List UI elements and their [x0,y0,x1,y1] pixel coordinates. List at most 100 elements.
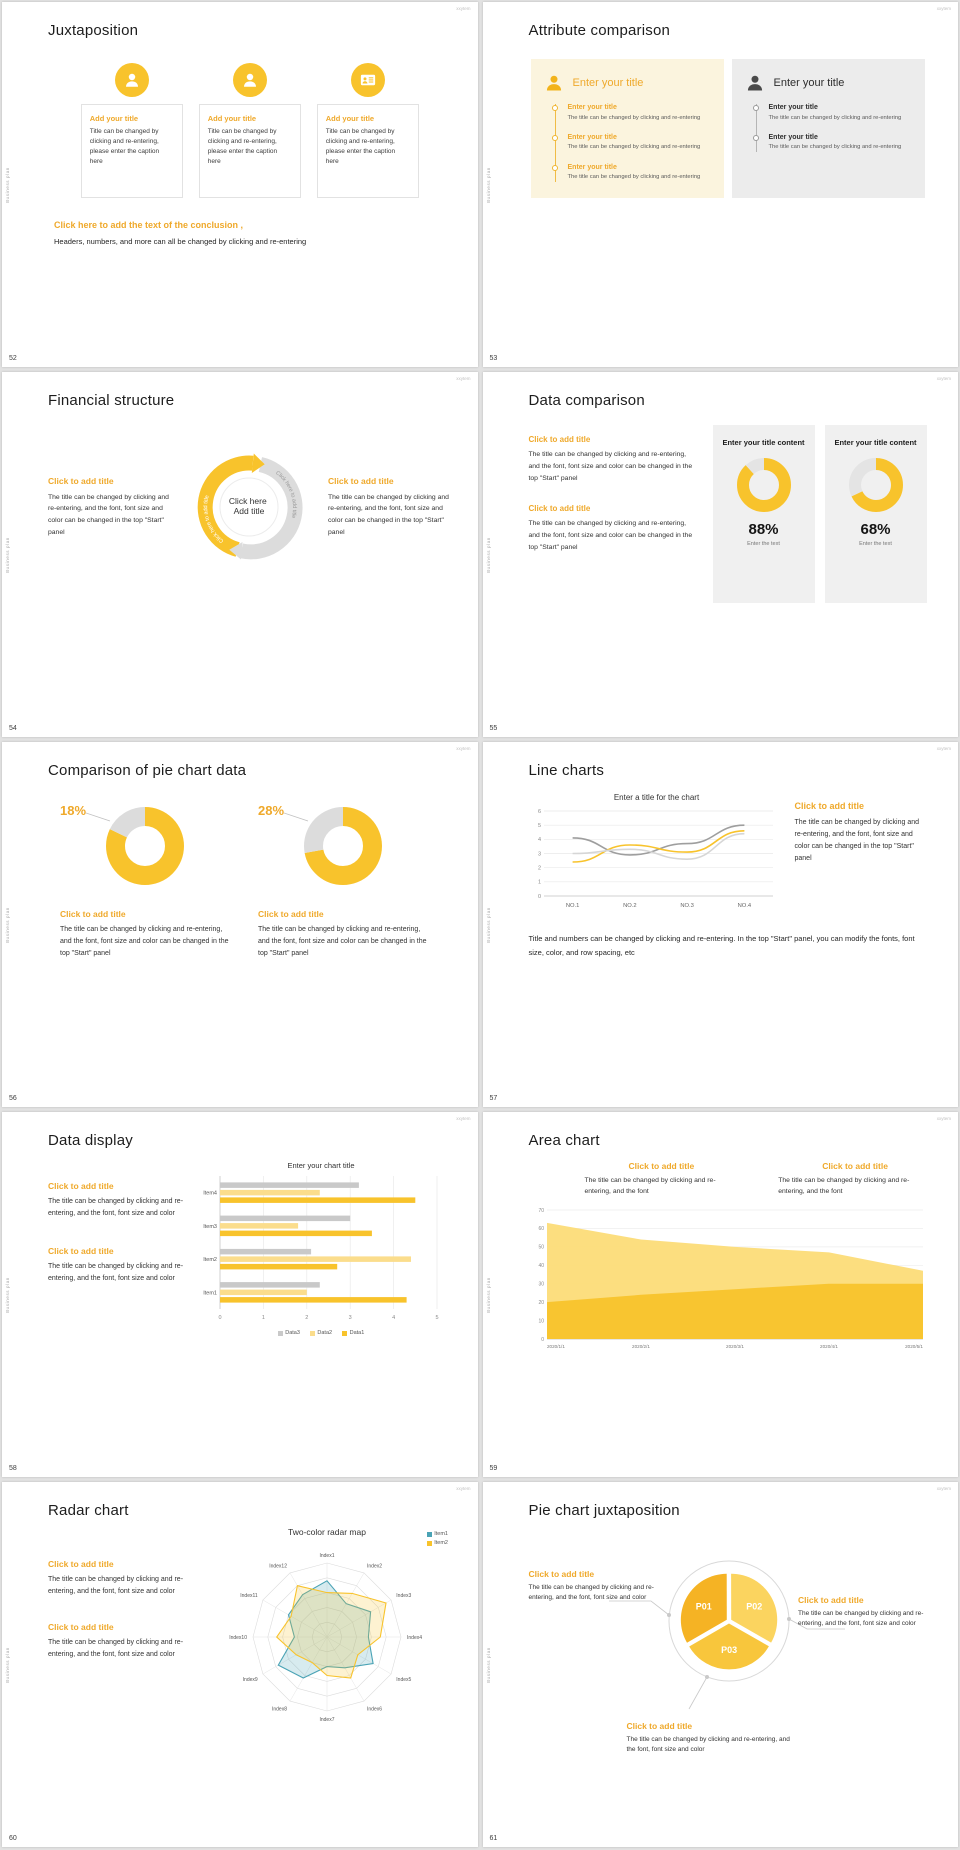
slide-number: 58 [9,1465,17,1472]
watermark-text: xxytem [936,376,951,381]
timeline-item-title: Enter your title [567,163,617,171]
person-icon [544,73,564,93]
svg-text:0: 0 [537,894,540,900]
slide-side-label: Business plan [5,1276,10,1313]
block-heading: Click to add title [794,801,865,811]
svg-text:1: 1 [537,880,540,886]
comparison-panel-left: Enter your title Enter your title The ti… [530,59,724,198]
svg-text:Item3: Item3 [203,1224,217,1230]
slide-56[interactable]: xxytem Business plan Comparison of pie c… [2,742,478,1107]
slide-59[interactable]: xxytem Business plan Area chart Click to… [482,1112,958,1477]
slide-52[interactable]: xxytem Business plan Juxtaposition Add y… [2,2,478,367]
text-block: Click to add title The title can be chan… [529,435,697,486]
svg-text:P03: P03 [721,1645,737,1655]
feature-card: Add your title Title can be changed by c… [80,104,183,198]
svg-text:2020/1/1: 2020/1/1 [547,1344,565,1349]
text-block: Click to add title The title can be chan… [48,1559,200,1598]
person-icon [232,63,267,97]
slide-53[interactable]: xxytem Business plan Attribute compariso… [482,2,958,367]
block-heading: Click to add title [48,1559,114,1569]
svg-text:4: 4 [537,837,540,843]
svg-text:10: 10 [538,1318,544,1324]
donut-chart [833,457,919,512]
block-body: The title can be changed by clicking and… [258,926,427,957]
timeline-item: Enter your title The title can be change… [552,104,711,122]
block-heading: Click to add title [822,1161,888,1171]
timeline-item-title: Enter your title [768,104,818,111]
text-block: Click to add title The title can be chan… [627,1721,795,1756]
id-card-icon [350,63,385,97]
svg-text:70: 70 [538,1208,544,1214]
slide-55[interactable]: xxytem Business plan Data comparison Cli… [482,372,958,737]
svg-text:20: 20 [538,1300,544,1306]
slide-number: 53 [489,355,498,362]
svg-text:NO.1: NO.1 [565,903,579,909]
svg-text:6: 6 [537,809,540,815]
block-heading: Click to add title [328,475,394,486]
svg-text:Index6: Index6 [367,1706,382,1712]
person-icon [745,73,765,93]
svg-text:P02: P02 [746,1601,762,1611]
slide-title: Comparison of pie chart data [48,762,247,779]
watermark-text: xxytem [456,1116,471,1121]
block-body: The title can be changed by clicking and… [584,1177,716,1195]
svg-text:3: 3 [537,851,540,857]
svg-text:Index5: Index5 [396,1677,411,1683]
slide-number: 52 [9,355,17,362]
slide-side-label: Business plan [485,906,491,943]
svg-text:Index4: Index4 [407,1635,422,1641]
timeline-item-body: The title can be changed by clicking and… [768,144,902,151]
text-block: Click to add title The title can be chan… [798,1595,932,1630]
bar-chart: 0 1 2 3 4 5 Item1 Item2 Item3 Item4 [192,1172,450,1327]
timeline-item-title: Enter your title [567,104,617,111]
block-body: The title can be changed by clicking and… [48,1198,184,1217]
slide-57[interactable]: xxytem Business plan Line charts Enter a… [482,742,958,1107]
chart-title: Two-color radar map [288,1527,366,1537]
svg-text:Index2: Index2 [367,1564,382,1570]
svg-text:Index1: Index1 [319,1553,334,1559]
svg-text:Item4: Item4 [203,1191,217,1197]
feature-body: Title can be changed by clicking and re-… [207,128,278,166]
slide-60[interactable]: xxytem Business plan Radar chart Click t… [2,1482,478,1847]
slide-61[interactable]: xxytem Business plan Pie chart juxtaposi… [482,1482,958,1847]
percent-label: 18% [60,803,87,818]
timeline-item: Enter your title The title can be change… [753,104,912,122]
block-body: The title can be changed by clicking and… [528,519,693,552]
slide-side-label: Business plan [5,906,10,943]
stat-panel-heading: Enter your title content [722,438,805,447]
block-heading: Click to add title [60,909,126,919]
slide-title: Juxtaposition [48,22,139,39]
timeline-item-body: The title can be changed by clicking and… [567,174,701,181]
feature-column: Add your title Title can be changed by c… [316,63,419,198]
timeline-item-body: The title can be changed by clicking and… [567,144,701,151]
block-body: The title can be changed by clicking and… [798,1610,924,1628]
comparison-panels: Enter your title Enter your title The ti… [530,59,933,198]
block-heading: Click to add title [48,1181,114,1191]
panel-heading: Enter your title [773,77,845,89]
slide-title: Area chart [528,1132,600,1149]
svg-text:Item2: Item2 [203,1257,217,1263]
timeline-list: Enter your title The title can be change… [753,104,912,152]
slide-58[interactable]: xxytem Business plan Data display Click … [2,1112,478,1477]
chart-legend: Data3 Data2 Data1 [192,1330,450,1336]
feature-card: Add your title Title can be changed by c… [198,104,301,198]
slide-54[interactable]: xxytem Business plan Financial structure… [2,372,478,737]
watermark-text: xxytem [456,746,471,751]
watermark-text: xxytem [936,1486,951,1491]
svg-text:Item1: Item1 [203,1290,217,1296]
stat-percent: 68% [860,520,891,538]
timeline-item-title: Enter your title [567,133,617,141]
stat-panel-heading: Enter your title content [834,438,917,447]
slide-side-label: Business plan [485,1276,491,1313]
stat-panel: Enter your title content 68% Enter the t… [824,425,927,603]
text-block: Click to add title The title can be chan… [585,1161,739,1198]
text-block: Click to add title The title can be chan… [778,1161,932,1198]
slide-number: 57 [489,1095,498,1102]
svg-text:Index10: Index10 [229,1635,247,1641]
pie-chart: P01 P02 P03 [529,1523,929,1768]
svg-text:2020/2/1: 2020/2/1 [632,1344,650,1349]
donut-chart [721,457,807,512]
svg-text:NO.2: NO.2 [623,903,637,909]
feature-column: Add your title Title can be changed by c… [80,63,183,198]
svg-text:50: 50 [538,1244,544,1250]
